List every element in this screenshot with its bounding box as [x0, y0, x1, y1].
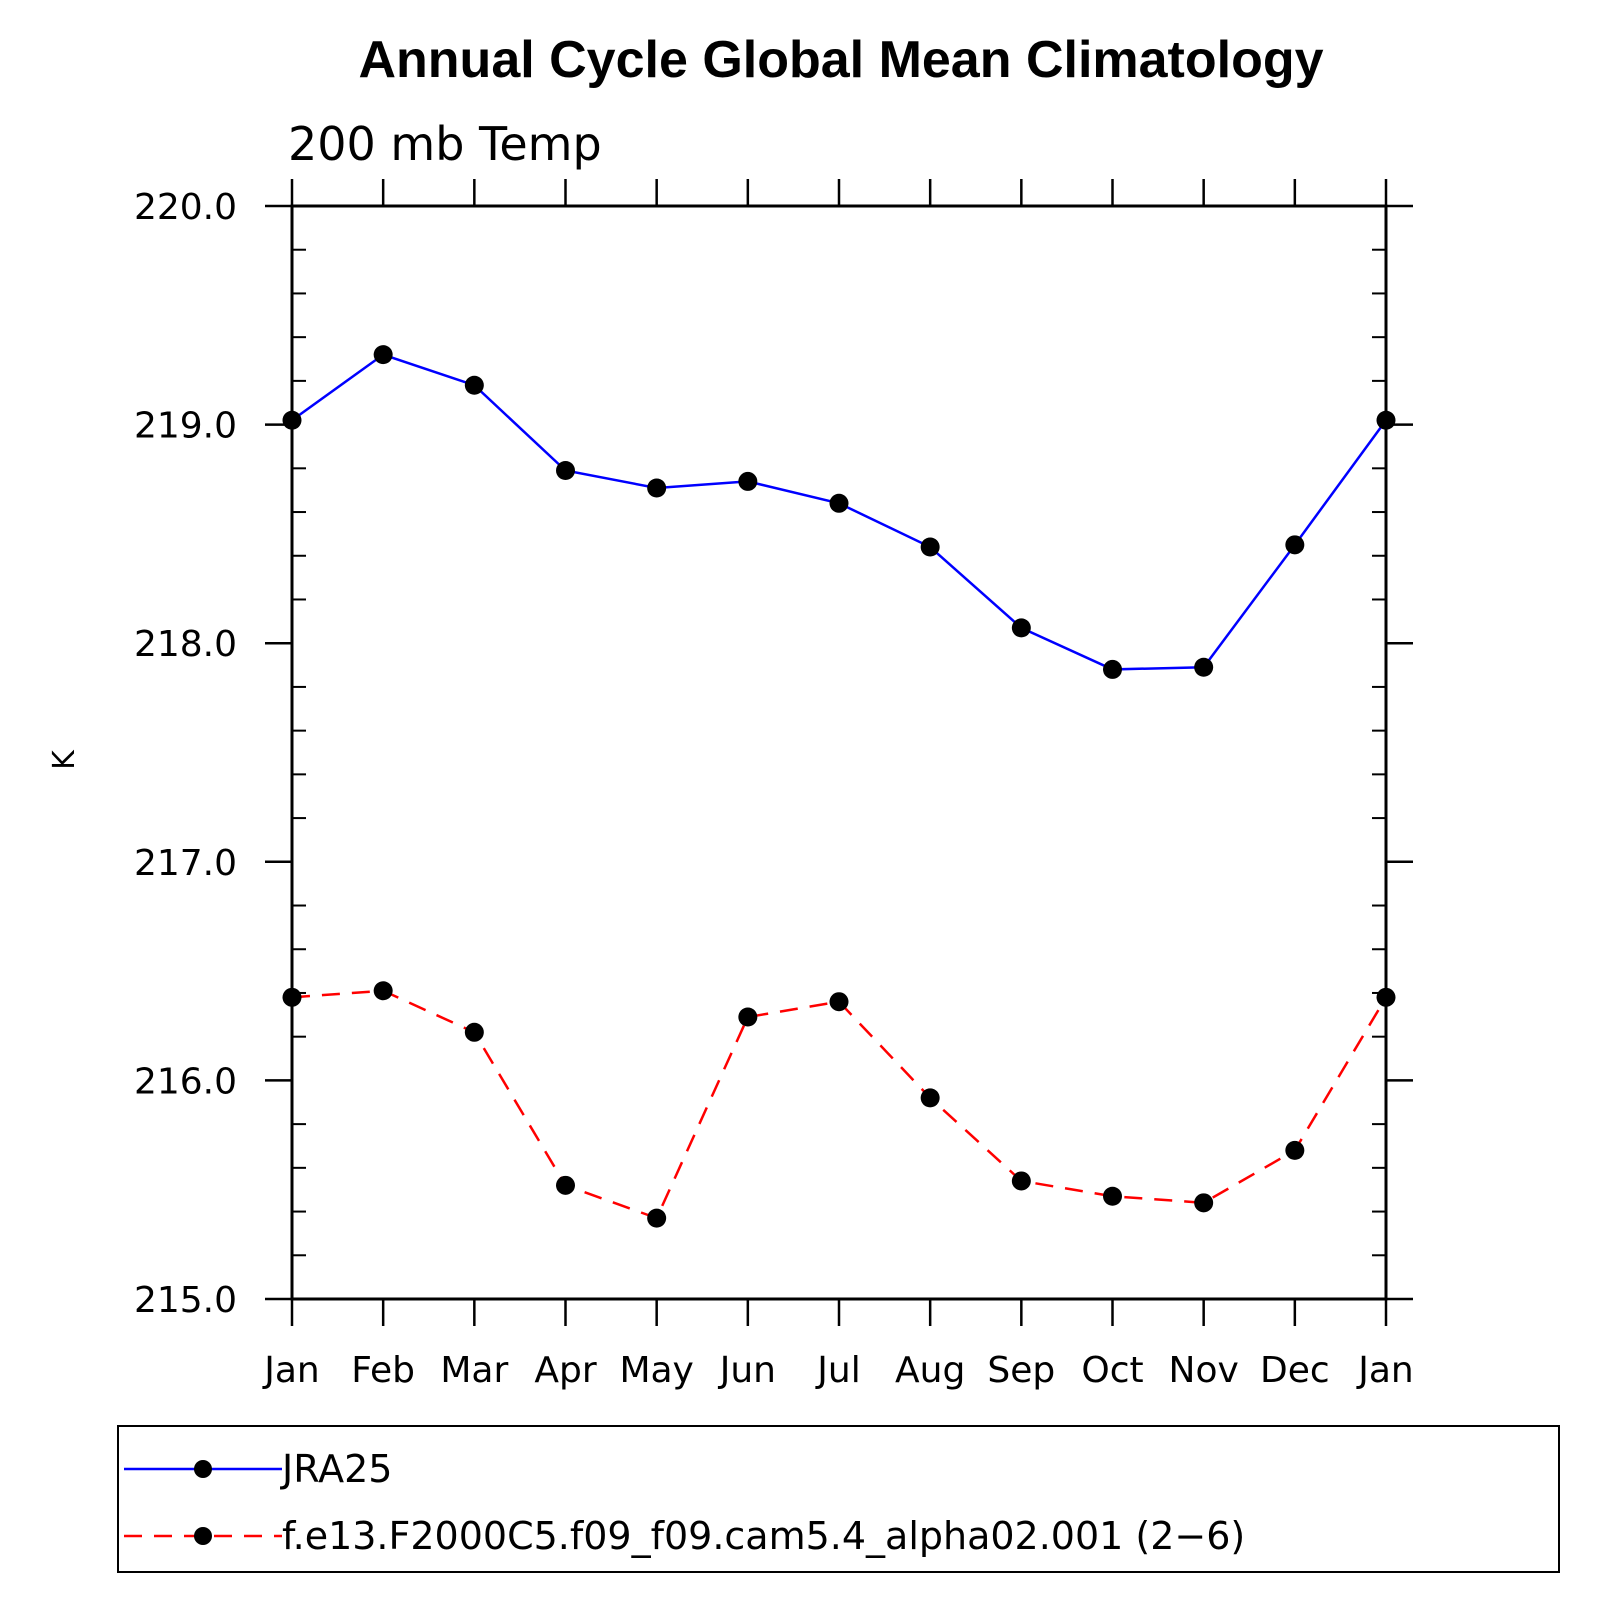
- legend-label-jra25: JRA25: [280, 1447, 392, 1491]
- series-1-point: [920, 1088, 940, 1108]
- series-1-point: [373, 981, 393, 1001]
- series-0-point: [1376, 410, 1396, 430]
- x-tick-label: Mar: [440, 1350, 508, 1391]
- series-1-point: [829, 992, 849, 1012]
- series-lines: [282, 345, 1396, 1228]
- series-line-1: [291, 989, 1388, 1220]
- x-tick-label: Aug: [895, 1350, 965, 1391]
- y-axis-label: K: [47, 749, 82, 770]
- series-0-point: [1285, 535, 1305, 555]
- plot-frame: [290, 204, 1388, 1301]
- axis-ticks: [265, 179, 1413, 1326]
- series-1-point: [282, 987, 302, 1007]
- x-tick-label: Jan: [262, 1350, 320, 1391]
- legend-marker-jra25: [194, 1460, 212, 1478]
- y-tick-label: 220.0: [134, 187, 237, 228]
- x-tick-label: Jul: [815, 1350, 860, 1391]
- y-tick-labels: 215.0 216.0 217.0 218.0 219.0 220.0: [134, 187, 237, 1321]
- x-tick-label: Apr: [534, 1350, 596, 1391]
- legend-box: [117, 1425, 1560, 1573]
- series-0-point: [829, 493, 849, 513]
- x-tick-label: Feb: [351, 1350, 415, 1391]
- legend: JRA25 f.e13.F2000C5.f09_f09.cam5.4_alpha…: [124, 1447, 1245, 1558]
- series-1-point: [464, 1022, 484, 1042]
- y-tick-label: 217.0: [134, 843, 237, 884]
- y-tick-label: 215.0: [134, 1280, 237, 1321]
- x-tick-label: Sep: [987, 1350, 1055, 1391]
- series-0-point: [920, 537, 940, 557]
- series-0-point: [464, 375, 484, 395]
- chart-title: Annual Cycle Global Mean Climatology: [358, 31, 1323, 89]
- series-0-point: [1011, 618, 1031, 638]
- series-1-point: [1011, 1171, 1031, 1191]
- series-0-point: [1103, 659, 1122, 679]
- x-tick-label: Dec: [1260, 1350, 1330, 1391]
- legend-marker-model: [194, 1527, 212, 1545]
- y-tick-label: 216.0: [134, 1061, 237, 1102]
- series-1-point: [647, 1208, 667, 1228]
- x-tick-label: Oct: [1081, 1350, 1143, 1391]
- series-1-point: [738, 1007, 758, 1027]
- x-tick-label: Jan: [1356, 1350, 1414, 1391]
- legend-label-model: f.e13.F2000C5.f09_f09.cam5.4_alpha02.001…: [282, 1514, 1245, 1558]
- x-tick-label: May: [619, 1350, 693, 1391]
- chart-subtitle: 200 mb Temp: [288, 117, 602, 171]
- x-tick-label: Jun: [718, 1350, 776, 1391]
- series-0-point: [647, 478, 667, 498]
- series-1-point: [1194, 1193, 1214, 1213]
- series-0-point: [556, 461, 575, 481]
- y-tick-label: 218.0: [134, 624, 237, 665]
- series-0-point: [282, 410, 302, 430]
- series-0-point: [1194, 657, 1214, 677]
- series-1-point: [1103, 1186, 1122, 1206]
- series-1-point: [1376, 987, 1396, 1007]
- series-1-point: [556, 1175, 575, 1195]
- x-tick-label: Nov: [1169, 1350, 1239, 1391]
- series-0-point: [373, 345, 393, 365]
- series-0-point: [738, 471, 758, 491]
- y-tick-label: 219.0: [134, 406, 237, 447]
- series-1-point: [1285, 1140, 1305, 1160]
- x-tick-labels: Jan Feb Mar Apr May Jun Jul Aug Sep Oct Nov Dec Jan: [262, 1350, 1414, 1391]
